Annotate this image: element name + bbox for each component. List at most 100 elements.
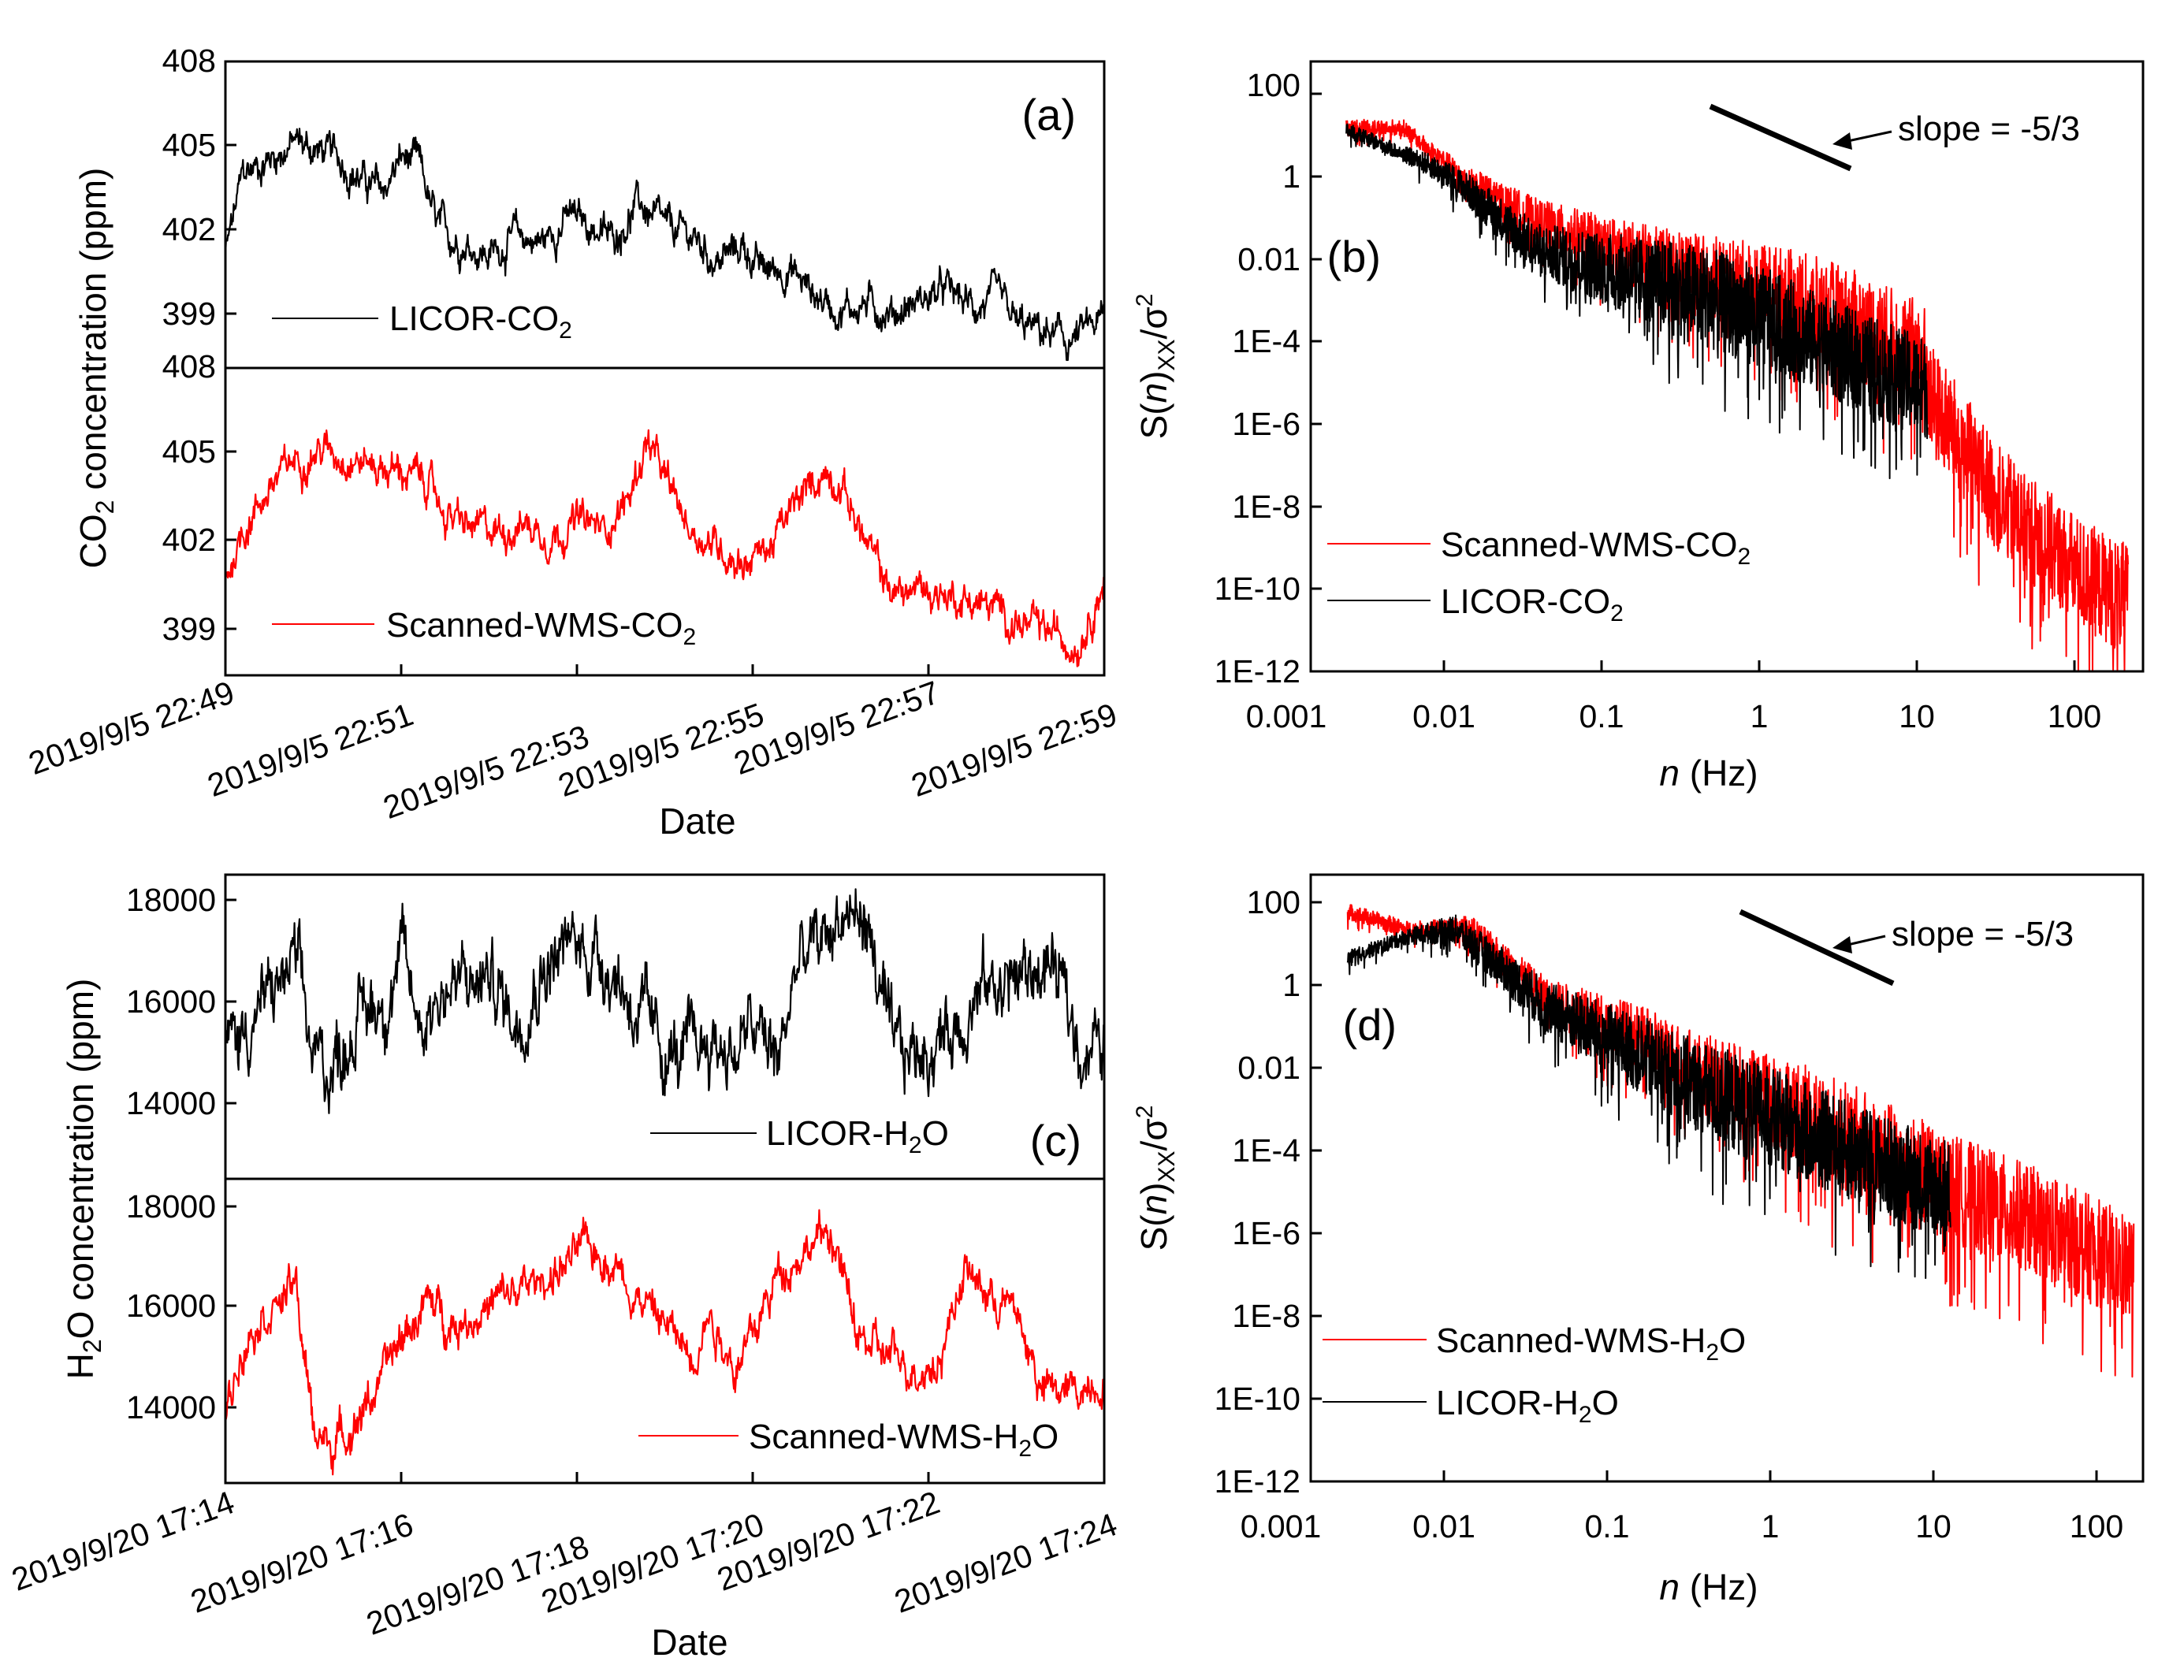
panel-d-ytick-label: 1E-4 [1232, 1132, 1300, 1169]
panel-c-xticks: 2019/9/20 17:14 2019/9/20 17:16 2019/9/2… [7, 1472, 1122, 1642]
panel-d-xticks: 0.001 0.01 0.1 1 10 100 [1241, 1470, 2123, 1544]
legend-label-scanned-wms-h2o: Scanned-WMS-H2O [749, 1418, 1059, 1462]
legend-label-scanned-wms-co2: Scanned-WMS-CO2 [1441, 526, 1751, 570]
legend-label-licor-h2o: LICOR-H2O [1436, 1384, 1619, 1428]
panel-b-xlabel: n (Hz) [1659, 753, 1758, 794]
licor-co2-line [224, 128, 1106, 362]
panel-b-ytick-label: 1E-6 [1232, 406, 1300, 442]
panel-b-frame [1309, 60, 2145, 673]
slope-annotation: slope = -5/3 [1898, 110, 2080, 148]
legend-label-licor-h2o: LICOR-H2O [766, 1114, 949, 1158]
panel-a-xticks: 2019/9/5 22:49 2019/9/5 22:51 2019/9/5 2… [24, 664, 1122, 826]
legend-licor-co2: LICOR-CO2 [272, 299, 572, 344]
panel-c-upper-ticks: 14000 16000 18000 [126, 882, 236, 1121]
panel-b-xtick-label: 1 [1751, 698, 1769, 734]
panel-a-upper-ytick-label: 408 [162, 43, 216, 79]
panel-d-ytick-label: 1E-8 [1232, 1298, 1300, 1334]
panel-b-xticks: 0.001 0.01 0.1 1 10 100 [1246, 660, 2101, 734]
panel-d-xtick-label: 0.01 [1412, 1508, 1475, 1544]
panel-a-xlabel: Date [659, 801, 735, 842]
panel-label-a: (a) [1022, 90, 1076, 139]
panel-d-xtick-label: 1 [1762, 1508, 1780, 1544]
panel-b-ytick-label: 100 [1247, 67, 1300, 103]
panel-a-upper-ticks: 399 402 405 408 [162, 43, 236, 332]
panel-c-xlabel: Date [651, 1622, 727, 1663]
panel-b-yticks: 1E-12 1E-10 1E-8 1E-6 1E-4 0.01 1 100 [1215, 67, 1322, 689]
panel-c-lower-ytick-label: 18000 [126, 1188, 216, 1225]
panel-label-b: (b) [1327, 232, 1381, 281]
panel-a-xtick-label: 2019/9/5 22:59 [906, 696, 1122, 804]
legend-scanned-wms-co2: Scanned-WMS-CO2 [272, 606, 696, 650]
panel-b-ytick-label: 1E-8 [1232, 489, 1300, 525]
panel-b-ytick-label: 1E-12 [1215, 653, 1300, 689]
panel-label-c: (c) [1030, 1116, 1081, 1165]
legend-label-licor-co2: LICOR-CO2 [1441, 582, 1624, 626]
slope-annotation-arrow [1844, 935, 1886, 947]
licor-h2o-spectrum [1346, 914, 1951, 1280]
panel-b-xtick-label: 0.01 [1412, 698, 1475, 734]
panel-d-ylabel: S(n)XX/σ2 [1132, 1106, 1180, 1251]
scanned-wms-h2o-spectrum [1346, 904, 2135, 1378]
panel-b-xtick-label: 0.1 [1579, 698, 1624, 734]
panel-label-d: (d) [1343, 1000, 1397, 1050]
panel-d-ytick-label: 1E-12 [1215, 1463, 1300, 1500]
panel-d-xlabel: n (Hz) [1659, 1567, 1758, 1608]
slope-reference-line [1739, 909, 1895, 987]
panel-d-ytick-label: 1E-10 [1215, 1381, 1300, 1417]
panel-d-xtick-label: 100 [2070, 1508, 2123, 1544]
panel-b-ylabel: S(n)XX/σ2 [1132, 294, 1180, 440]
scanned-wms-h2o-line [225, 1209, 1105, 1476]
panel-d-xtick-label: 10 [1915, 1508, 1951, 1544]
panel-a: 399 402 405 408 (a) LICOR-CO2 399 402 40… [24, 43, 1122, 842]
legend-d: Scanned-WMS-H2O LICOR-H2O [1323, 1321, 1746, 1428]
panel-a-xtick-label: 2019/9/5 22:49 [24, 674, 239, 782]
panel-a-lower-ticks: 399 402 405 408 [162, 348, 236, 647]
panel-a-lower-frame [224, 366, 1106, 677]
panel-c-upper-ytick-label: 16000 [126, 983, 216, 1020]
panel-a-xtick-label: 2019/9/5 22:51 [203, 696, 418, 804]
panel-a-upper-ytick-label: 399 [162, 295, 216, 332]
legend-label-scanned-wms-co2: Scanned-WMS-CO2 [386, 606, 696, 650]
panel-b-ytick-label: 0.01 [1237, 241, 1300, 277]
legend-b: Scanned-WMS-CO2 LICOR-CO2 [1327, 526, 1751, 626]
slope-annotation-arrowhead [1832, 936, 1852, 953]
legend-label-licor-co2: LICOR-CO2 [389, 299, 572, 344]
panel-c-upper-ytick-label: 18000 [126, 882, 216, 918]
panel-c-lower-frame [224, 1177, 1106, 1485]
panel-c-lower-ytick-label: 16000 [126, 1288, 216, 1324]
panel-d: 1E-12 1E-10 1E-8 1E-6 1E-4 0.01 1 100 0.… [1132, 873, 2145, 1608]
panel-d-ytick-label: 1 [1282, 967, 1300, 1003]
panel-d-ytick-label: 1E-6 [1232, 1215, 1300, 1251]
panel-c-upper-ytick-label: 14000 [126, 1085, 216, 1121]
panel-a-lower-ytick-label: 399 [162, 611, 216, 647]
panel-d-yticks: 1E-12 1E-10 1E-8 1E-6 1E-4 0.01 1 100 [1215, 884, 1322, 1500]
legend-label-scanned-wms-h2o: Scanned-WMS-H2O [1436, 1321, 1746, 1366]
slope-annotation-arrowhead [1832, 132, 1852, 150]
scanned-wms-co2-line [224, 429, 1105, 667]
legend-scanned-wms-h2o: Scanned-WMS-H2O [638, 1418, 1059, 1462]
slope-annotation: slope = -5/3 [1892, 915, 2074, 953]
panel-d-frame [1309, 873, 2145, 1483]
panel-c-lower-ticks: 14000 16000 18000 [126, 1188, 236, 1425]
licor-co2-spectrum [1345, 123, 1929, 480]
panel-c: 14000 16000 18000 LICOR-H2O (c) 14000 16… [7, 873, 1122, 1663]
panel-a-lower-ytick-label: 408 [162, 348, 216, 385]
panel-a-upper-ytick-label: 402 [162, 211, 216, 247]
licor-h2o-line [224, 888, 1106, 1114]
panel-a-lower-ytick-label: 405 [162, 433, 216, 470]
panel-d-xtick-label: 0.1 [1585, 1508, 1630, 1544]
panel-b-xtick-label: 100 [2048, 698, 2101, 734]
panel-a-upper-ytick-label: 405 [162, 127, 216, 163]
slope-reference-line [1709, 103, 1852, 172]
panel-b-xtick-label: 10 [1899, 698, 1935, 734]
panel-d-ytick-label: 100 [1247, 884, 1300, 920]
panel-c-lower-ytick-label: 14000 [126, 1389, 216, 1425]
panel-d-ytick-label: 0.01 [1237, 1050, 1300, 1086]
panel-d-xtick-label: 0.001 [1241, 1508, 1322, 1544]
panel-b-xtick-label: 0.001 [1246, 698, 1327, 734]
panel-b: 1E-12 1E-10 1E-8 1E-6 1E-4 0.01 1 100 0.… [1132, 60, 2145, 794]
scanned-wms-co2-spectrum [1345, 118, 2129, 672]
panel-a-ylabel: CO2 concentration (ppm) [73, 168, 119, 569]
slope-annotation-arrow [1844, 130, 1892, 143]
